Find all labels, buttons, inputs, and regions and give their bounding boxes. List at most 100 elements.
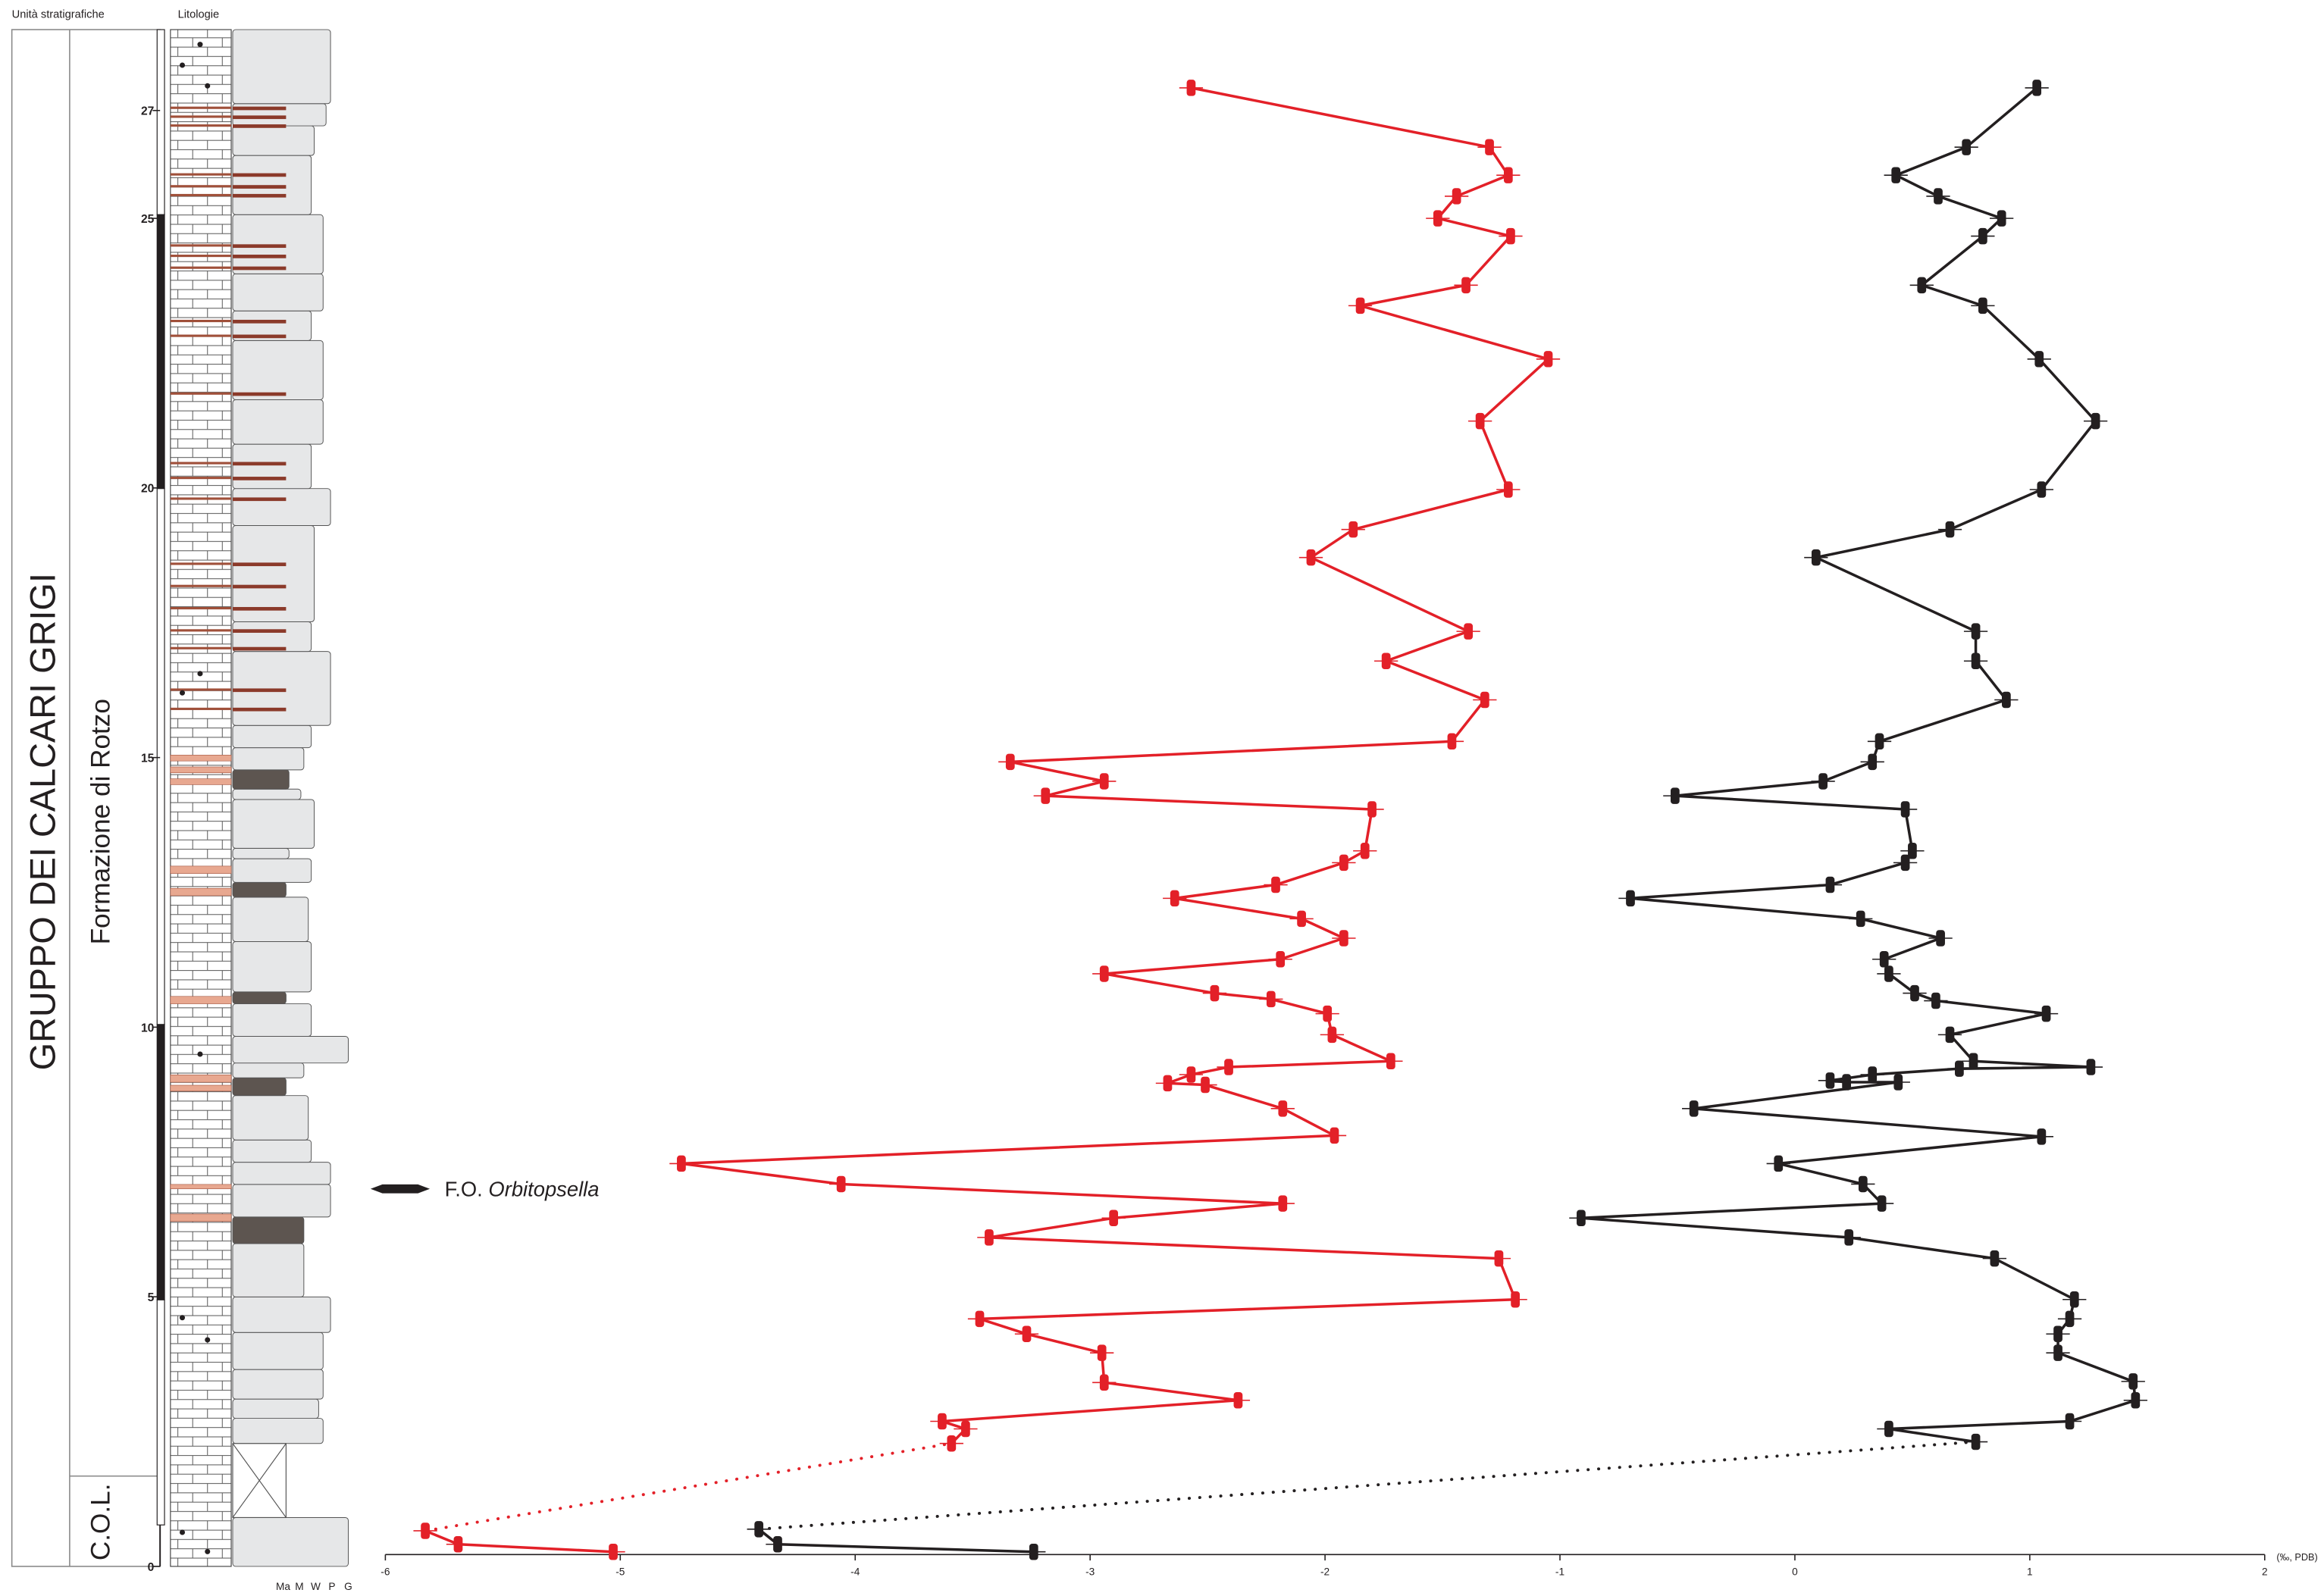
data-point <box>938 1413 947 1430</box>
data-point <box>1900 854 1910 872</box>
dolomite-band <box>170 887 232 897</box>
shale-stripe <box>232 266 287 271</box>
texture-label: W <box>311 1581 321 1592</box>
data-point <box>1271 876 1280 893</box>
grain-dot <box>179 1529 186 1535</box>
shale-stripe <box>232 462 287 466</box>
dolomite-band <box>170 778 232 785</box>
data-point <box>1978 297 1987 315</box>
data-point <box>1170 890 1179 907</box>
data-point <box>1811 549 1821 566</box>
dolomite-band <box>170 1075 232 1083</box>
data-point <box>1955 1060 1964 1077</box>
bed <box>232 273 324 311</box>
data-point <box>1511 1291 1520 1308</box>
bed <box>232 769 290 790</box>
data-point <box>961 1420 970 1438</box>
bed <box>232 747 305 771</box>
texture-label: G <box>344 1581 352 1592</box>
data-point <box>1224 1059 1233 1075</box>
x-tick-label: -6 <box>381 1566 390 1578</box>
grain-dot <box>205 83 211 89</box>
shale-stripe <box>170 244 232 247</box>
shale-stripe <box>232 646 287 651</box>
data-point <box>1543 351 1553 368</box>
data-point <box>1503 167 1513 183</box>
dolomite-band <box>170 1213 232 1222</box>
shale-stripe <box>170 707 232 710</box>
bed <box>232 941 312 993</box>
data-point <box>2002 691 2011 709</box>
data-point <box>1210 984 1220 1002</box>
x-tick-label: -5 <box>615 1566 625 1578</box>
data-point <box>1626 890 1635 907</box>
dolomite-band <box>170 755 232 762</box>
data-point <box>2041 1005 2051 1022</box>
shale-stripe <box>232 185 287 189</box>
shale-stripe <box>170 584 232 587</box>
data-point <box>1278 1100 1288 1117</box>
shale-stripe <box>170 562 232 565</box>
bed <box>232 881 287 898</box>
y-tick-label: 5 <box>148 1291 155 1304</box>
shale-stripe <box>170 266 232 269</box>
data-point <box>2037 1128 2047 1145</box>
data-point <box>1099 773 1109 790</box>
data-point <box>1480 691 1489 709</box>
bed <box>232 1296 331 1333</box>
data-point <box>1931 992 1940 1009</box>
data-point <box>1908 842 1917 859</box>
shale-stripe <box>232 106 287 111</box>
data-point <box>1339 930 1348 947</box>
y-tick-label: 20 <box>141 483 155 496</box>
x-tick-label: -3 <box>1085 1566 1095 1578</box>
data-point <box>1868 1066 1878 1083</box>
data-point <box>1475 412 1485 430</box>
data-point <box>1671 787 1680 804</box>
shale-stripe <box>232 124 287 128</box>
data-point <box>1689 1100 1699 1117</box>
grain-dot <box>197 671 203 677</box>
shale-stripe <box>232 334 287 339</box>
data-point <box>2037 481 2047 498</box>
x-tick-label: 2 <box>2262 1566 2268 1578</box>
data-point <box>1962 139 1972 155</box>
data-point <box>1879 951 1889 968</box>
y-axis-bar <box>156 29 165 215</box>
data-point <box>2128 1373 2138 1390</box>
data-point <box>1945 1026 1955 1044</box>
bed <box>232 1216 305 1244</box>
data-point <box>1971 652 1981 670</box>
grain-dot <box>179 1315 186 1321</box>
shale-stripe <box>232 707 287 712</box>
data-point <box>2034 351 2044 368</box>
x-tick-label: 0 <box>1792 1566 1798 1578</box>
shale-stripe <box>170 462 232 465</box>
shale-stripe <box>170 115 232 118</box>
data-point <box>1099 965 1109 982</box>
bed <box>232 443 312 490</box>
bed <box>232 724 312 749</box>
bed <box>232 847 290 859</box>
data-point <box>2091 412 2100 430</box>
shale-stripe <box>170 497 232 500</box>
bed <box>232 1003 312 1037</box>
units-header: Unità stratigrafiche <box>12 8 105 20</box>
bed <box>232 858 312 883</box>
data-point <box>1900 801 1910 818</box>
x-tick-label: -4 <box>850 1566 860 1578</box>
data-point <box>2086 1059 2096 1075</box>
shale-stripe <box>232 584 287 589</box>
bed <box>232 799 315 849</box>
data-point <box>1844 1229 1854 1246</box>
shale-stripe <box>170 629 232 632</box>
bed <box>232 1077 287 1097</box>
data-point <box>1381 652 1391 670</box>
data-point <box>1494 1250 1504 1267</box>
y-axis-bar <box>156 1024 165 1300</box>
data-point <box>1330 1127 1339 1144</box>
grain-dot <box>179 62 186 68</box>
dolomite-band <box>170 1084 232 1092</box>
data-point <box>1910 984 1919 1002</box>
